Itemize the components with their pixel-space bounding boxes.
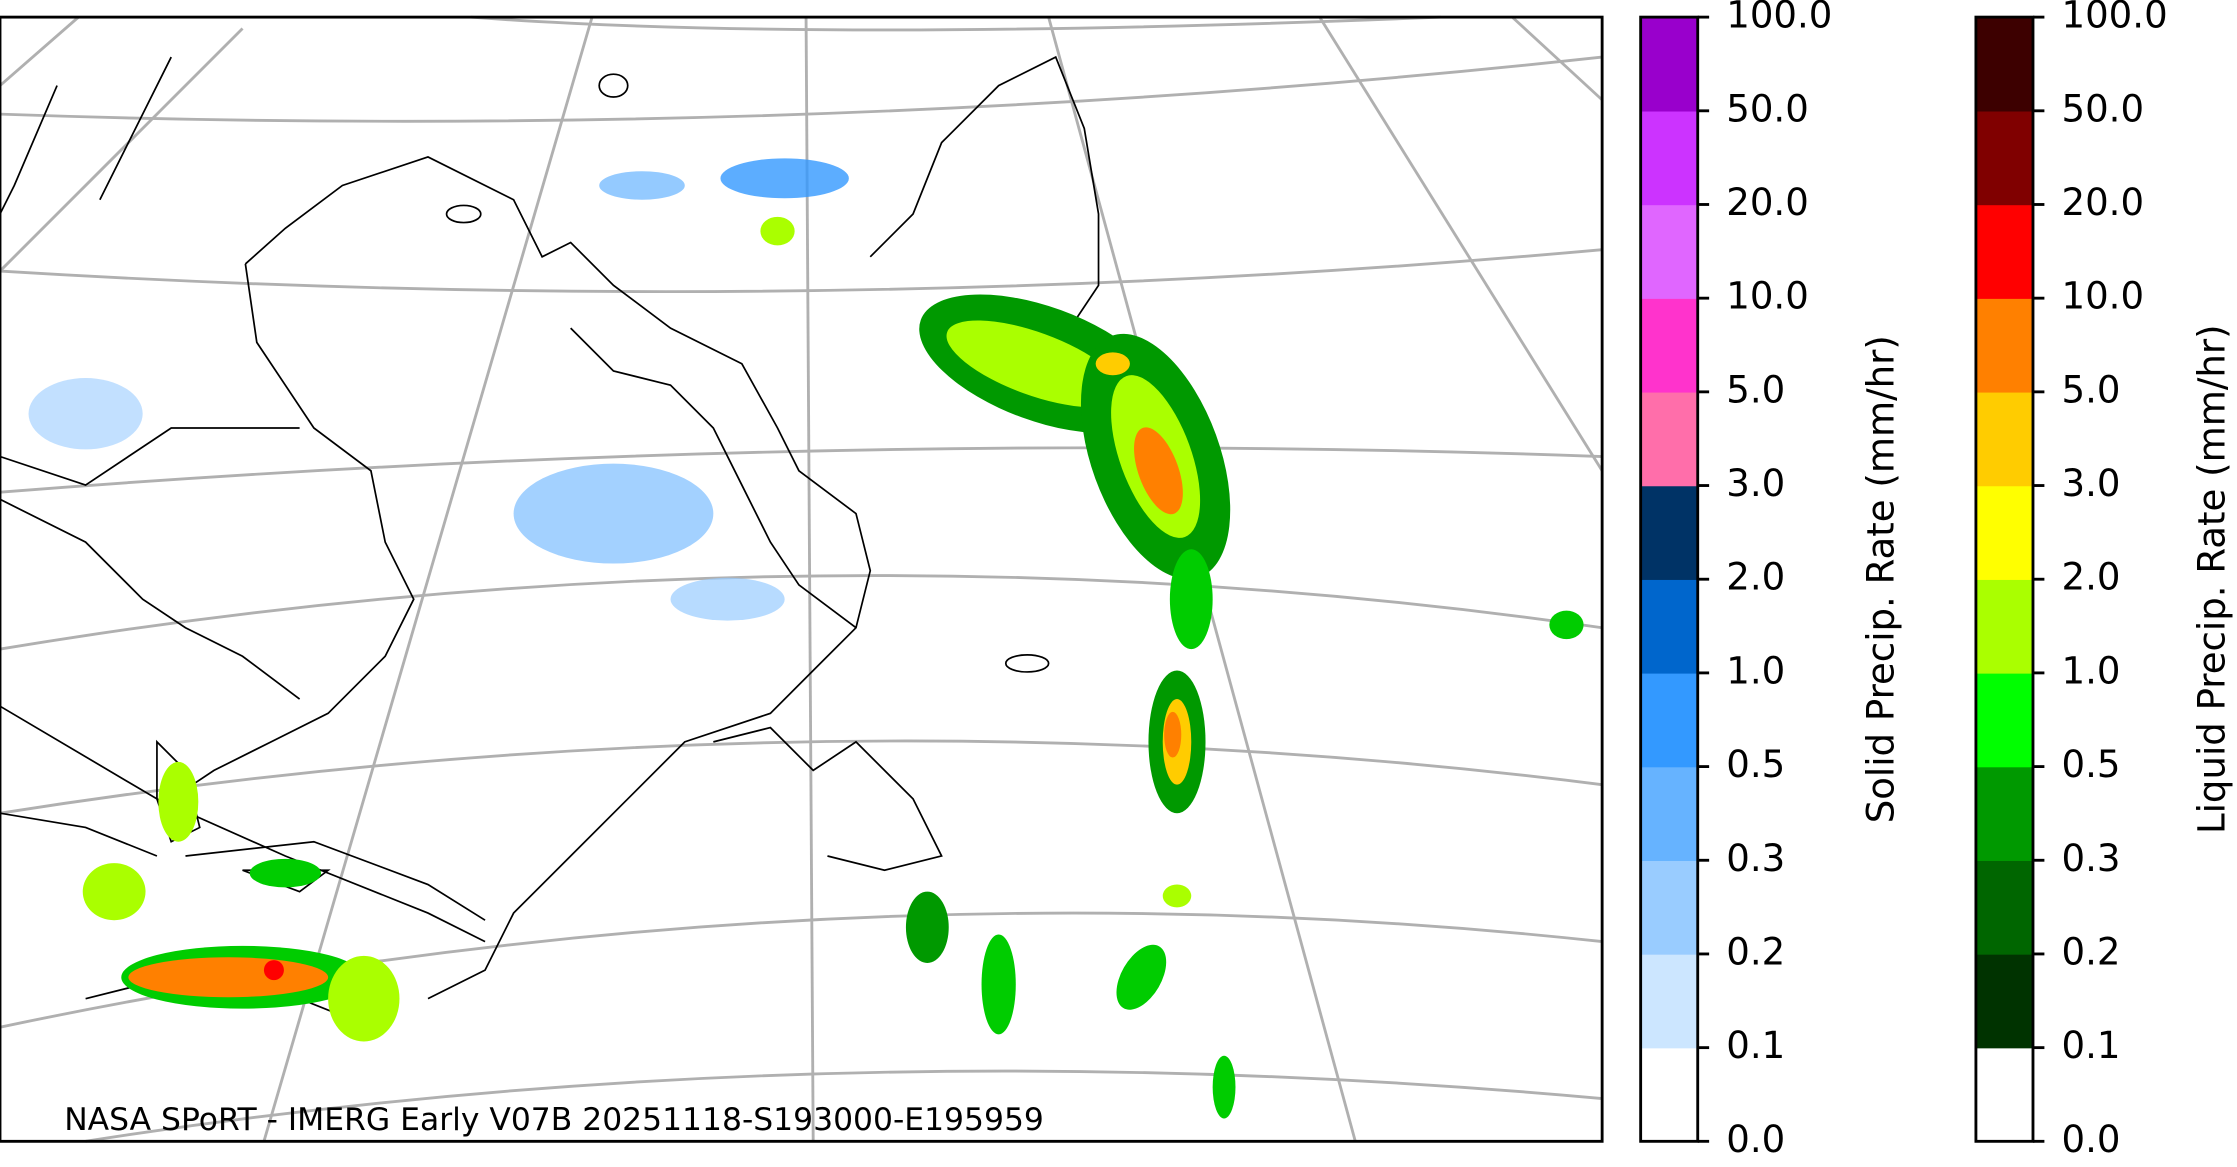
colorbar-tick-label: 0.5	[1726, 743, 1785, 786]
colorbar-label: Solid Precip. Rate (mm/hr)	[1860, 335, 1903, 823]
colorbar-tick-label: 5.0	[1726, 368, 1785, 411]
colorbar-tick-label: 100.0	[1726, 0, 1832, 37]
colorbar-tick-label: 50.0	[2062, 87, 2145, 130]
colorbar-label: Liquid Precip. Rate (mm/hr)	[2191, 324, 2234, 834]
colorbar-tick-label: 0.1	[2062, 1024, 2121, 1067]
colorbar-tick-label: 1.0	[1726, 649, 1785, 692]
colorbar-tick-label: 3.0	[2062, 462, 2121, 505]
colorbar-tick-label: 10.0	[2062, 275, 2145, 318]
colorbar-segment	[1640, 860, 1698, 955]
colorbar-segment	[1975, 1047, 2033, 1143]
colorbar-segment	[1640, 579, 1698, 674]
colorbar-segment	[1975, 204, 2033, 299]
colorbar-segment	[1640, 953, 1698, 1049]
colorbar-segment	[1640, 485, 1698, 580]
colorbar-segment	[1640, 672, 1698, 768]
colorbar-segment	[1975, 485, 2033, 580]
colorbar-tick-label: 1.0	[2062, 649, 2121, 692]
colorbar-tick-label: 2.0	[2062, 556, 2121, 599]
colorbar-segment	[1640, 204, 1698, 299]
colorbar-tick-label: 2.0	[1726, 556, 1785, 599]
colorbar-segment	[1975, 766, 2033, 861]
colorbar-segment	[1975, 391, 2033, 487]
colorbar-tick-label: 50.0	[1726, 87, 1809, 130]
colorbar-tick-label: 20.0	[2062, 181, 2145, 224]
colorbar-segment	[1975, 672, 2033, 768]
colorbar-tick-label: 0.0	[2062, 1118, 2121, 1161]
colorbar-tick-label: 0.1	[1726, 1024, 1785, 1067]
colorbar-tick-label: 0.3	[1726, 837, 1785, 880]
colorbar-tick-label: 0.2	[2062, 930, 2121, 973]
map-frame	[0, 15, 1604, 1143]
colorbar-segment	[1975, 579, 2033, 674]
colorbar-segment	[1975, 860, 2033, 955]
colorbar-segment	[1975, 17, 2033, 112]
colorbar-tick-label: 100.0	[2062, 0, 2168, 37]
colorbar-tick-label: 3.0	[1726, 462, 1785, 505]
colorbar-segment	[1640, 766, 1698, 861]
colorbar-segment	[1975, 298, 2033, 393]
map: NASA SPoRT - IMERG Early V07B 20251118-S…	[0, 15, 1604, 1143]
colorbar-segment	[1640, 1047, 1698, 1143]
colorbar-tick-label: 0.5	[2062, 743, 2121, 786]
colorbar-tick-label: 0.0	[1726, 1118, 1785, 1161]
colorbar-segment	[1975, 953, 2033, 1049]
colorbar-tick-label: 10.0	[1726, 275, 1809, 318]
colorbar-tick-label: 20.0	[1726, 181, 1809, 224]
colorbar-segment	[1640, 298, 1698, 393]
credit: NASA SPoRT - IMERG Early V07B 20251118-S…	[64, 1102, 1044, 1138]
colorbar-tick-label: 0.2	[1726, 930, 1785, 973]
colorbar-segment	[1975, 110, 2033, 206]
colorbar-tick-label: 5.0	[2062, 368, 2121, 411]
coastlines	[0, 55, 1100, 1028]
colorbar-segment	[1640, 17, 1698, 112]
colorbar-segment	[1640, 391, 1698, 487]
colorbar-tick-label: 0.3	[2062, 837, 2121, 880]
precipitation	[28, 158, 1584, 1119]
colorbar-segment	[1640, 110, 1698, 206]
